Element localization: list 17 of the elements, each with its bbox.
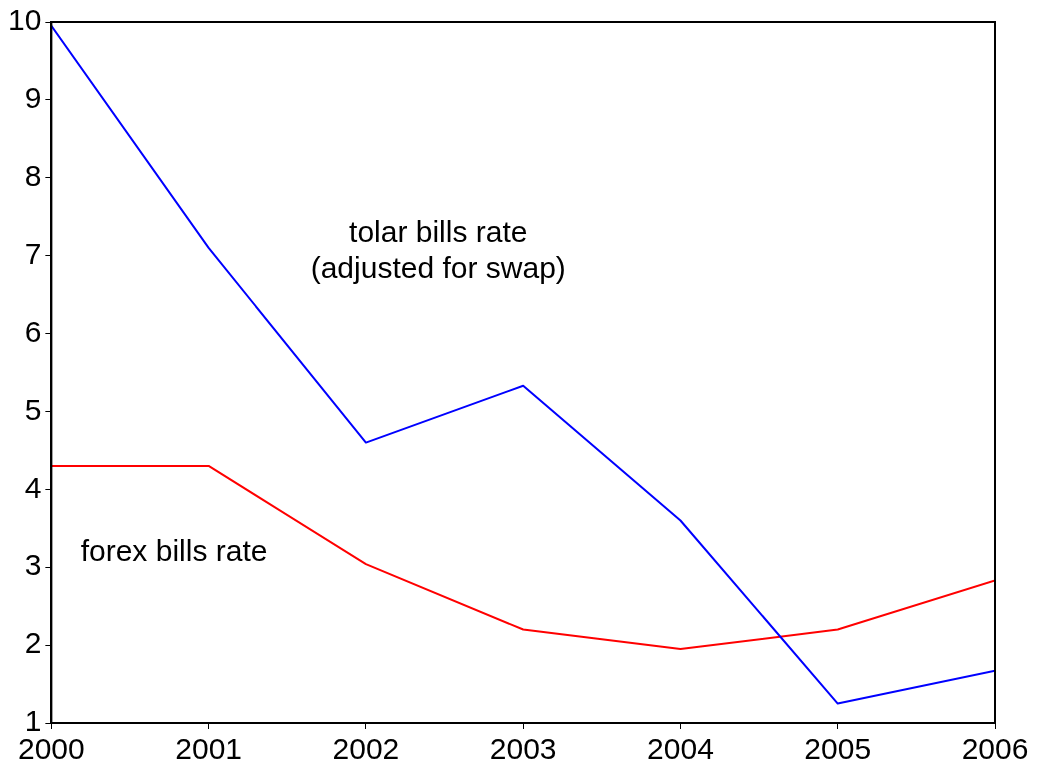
x-tick-label: 2001 (175, 732, 243, 766)
x-tick-label: 2005 (804, 732, 872, 766)
x-tick-label: 2002 (332, 732, 400, 766)
y-tick-label: 6 (24, 314, 42, 348)
y-tick-label: 7 (24, 236, 42, 270)
y-tick-label: 4 (24, 470, 42, 504)
y-tick-label: 2 (24, 626, 42, 660)
x-tick-label: 2004 (647, 732, 714, 766)
series-label: forex bills rate (80, 533, 268, 567)
y-tick-label: 5 (24, 392, 42, 426)
x-tick-label: 2003 (489, 732, 557, 766)
y-tick-label: 9 (24, 81, 42, 115)
y-tick-label: 8 (24, 159, 42, 193)
series-label: tolar bills rate (adjusted for swap) (310, 214, 566, 284)
x-tick-label: 2006 (961, 732, 1029, 766)
y-tick-label: 10 (7, 3, 42, 37)
y-tick-label: 3 (24, 548, 42, 582)
